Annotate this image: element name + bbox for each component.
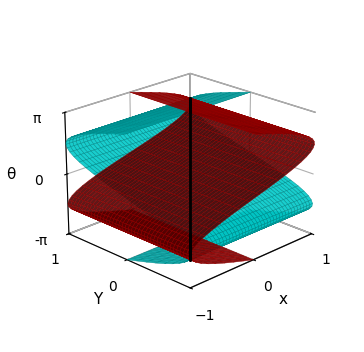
Y-axis label: Y: Y [93,292,102,307]
X-axis label: x: x [278,292,287,307]
